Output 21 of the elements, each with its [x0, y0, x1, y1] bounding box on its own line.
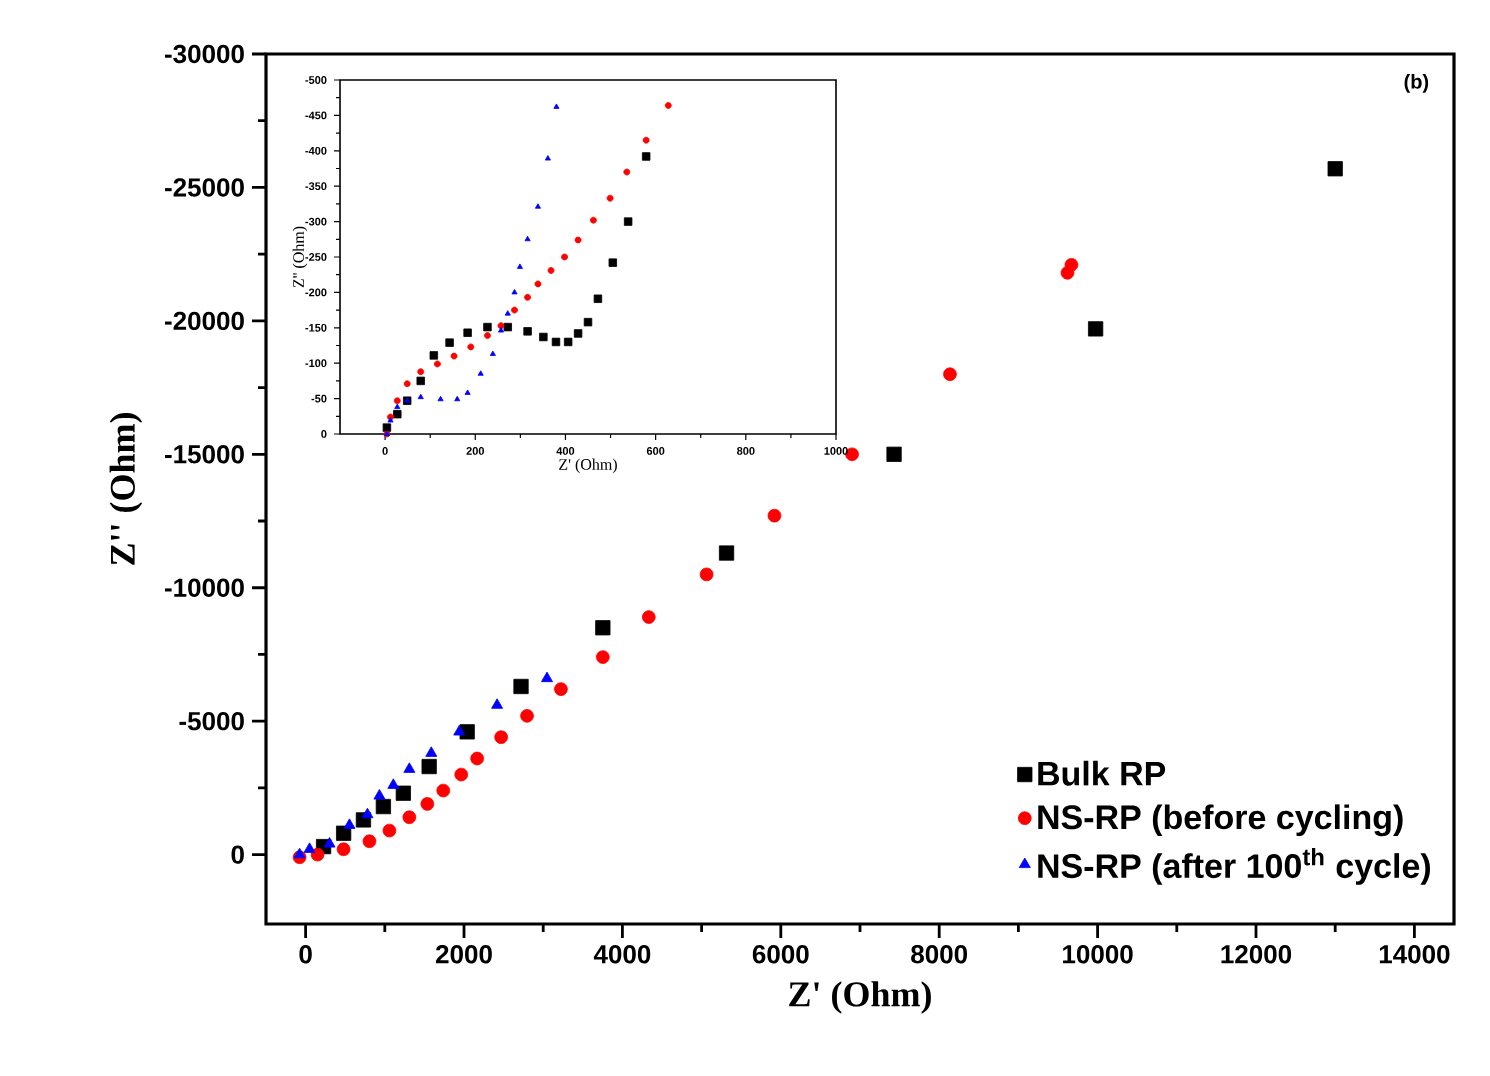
y-tick-label: 0	[231, 845, 244, 864]
x-tick-label: 12000	[1221, 945, 1292, 964]
y-axis-title: Z'' (Ohm)	[109, 413, 143, 565]
annotation: (b)	[1404, 74, 1429, 93]
x-axis-title: Z' (Ohm)	[789, 981, 931, 1014]
legend-label: NS-RP (after 100$^{th}$ cycle)	[1038, 848, 1430, 885]
y-tick-label: -25000	[164, 178, 244, 197]
y-tick-label: -15000	[164, 445, 244, 464]
legend-label: Bulk RP	[1038, 760, 1166, 786]
y-tick-label: -20000	[164, 311, 244, 331]
x-tick-label: 10000	[1063, 945, 1133, 964]
y-tick-label: -5000	[179, 711, 244, 731]
x-tick-label: 2000	[436, 945, 492, 964]
x-tick-label: 14000	[1379, 945, 1450, 964]
x-axis-title: Z' (Ohm)	[559, 458, 617, 474]
x-tick-label: 4000	[593, 945, 651, 964]
x-tick-label: 6000	[752, 945, 809, 964]
legend-label: NS-RP (before cycling)	[1038, 804, 1403, 837]
y-tick-label: -30000	[164, 44, 244, 64]
y-tick-label: -10000	[164, 578, 244, 597]
x-tick-label: 8000	[911, 945, 968, 964]
